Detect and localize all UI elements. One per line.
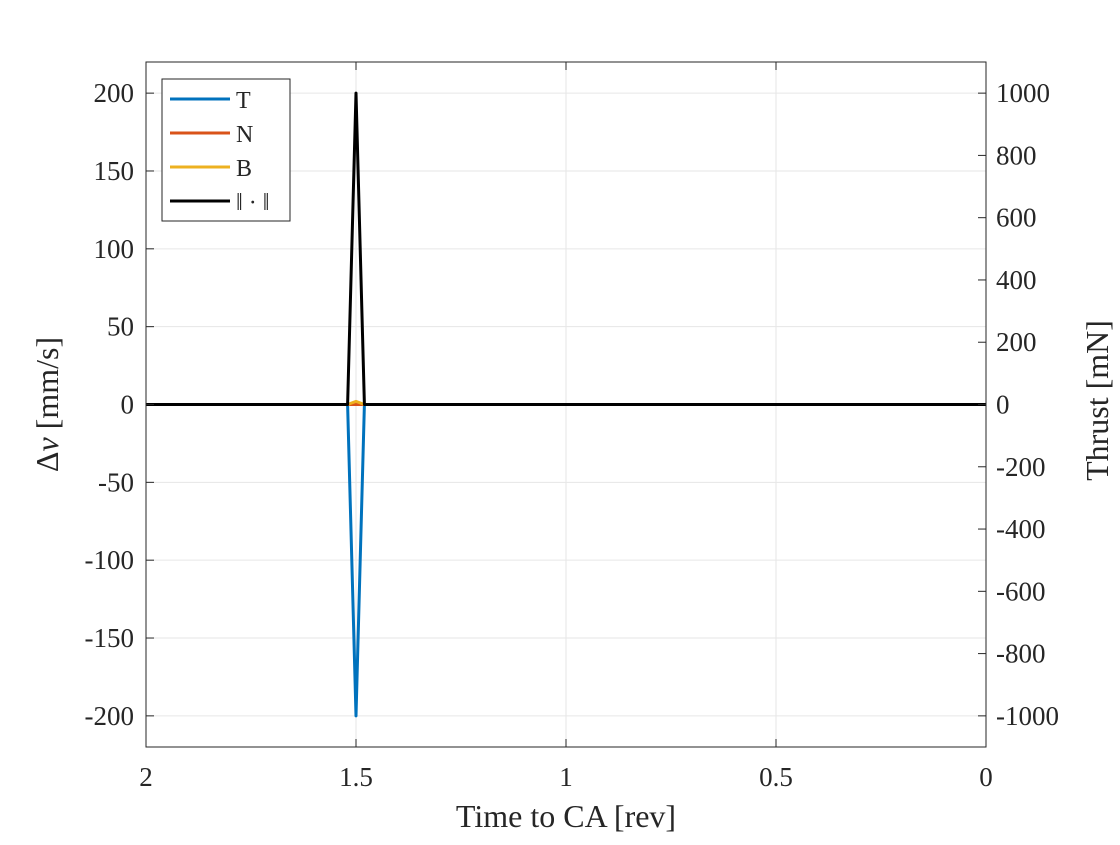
- y-right-tick-label: -1000: [996, 701, 1059, 731]
- x-tick-label: 2: [139, 762, 153, 792]
- y-right-tick-label: 0: [996, 390, 1010, 420]
- y-right-tick-label: -400: [996, 514, 1046, 544]
- plot-series: [146, 91, 986, 718]
- y-right-tick-label: 800: [996, 140, 1037, 170]
- y-right-tick-label: -200: [996, 452, 1046, 482]
- y-axis-right-label: Thrust [mN]: [1079, 320, 1115, 481]
- y-left-tick-label: 50: [107, 312, 134, 342]
- series-line-norm: [146, 91, 986, 406]
- axis-labels: Time to CA [rev] Δv [mm/s] Thrust [mN]: [29, 320, 1115, 834]
- legend-box: [161, 78, 291, 222]
- y-axis-left-label-unit: [mm/s]: [29, 337, 65, 429]
- y-left-tick-label: 150: [94, 156, 135, 186]
- axis-ticks: 2 1.5 1 0.5 0 200 150 100 50 0 -50 -100 -150 -200 1000…: [85, 62, 1059, 792]
- legend: TNB ‖ · ‖: [161, 78, 291, 222]
- legend-label-b: B: [236, 156, 252, 182]
- y-left-tick-label: -100: [85, 545, 135, 575]
- x-tick-label: 1.5: [339, 762, 373, 792]
- y-left-tick-label: 0: [121, 390, 135, 420]
- x-tick-label: 1: [559, 762, 573, 792]
- y-left-tick-label: -150: [85, 623, 135, 653]
- y-axis-left-label-variable: v: [29, 437, 65, 452]
- y-right-tick-label: 1000: [996, 78, 1050, 108]
- x-axis-label: Time to CA [rev]: [456, 798, 676, 834]
- y-axis-left-label: Δv [mm/s]: [29, 337, 65, 472]
- y-axis-left-label-symbol: Δ: [29, 452, 65, 473]
- y-left-tick-label: -50: [98, 467, 134, 497]
- y-left-tick-label: 200: [94, 78, 135, 108]
- legend-label-t: T: [236, 88, 251, 114]
- y-right-tick-label: 200: [996, 327, 1037, 357]
- y-right-tick-label: 600: [996, 203, 1037, 233]
- y-left-tick-label: -200: [85, 701, 135, 731]
- legend-label-n: N: [236, 122, 253, 148]
- y-left-tick-label: 100: [94, 234, 135, 264]
- x-tick-label: 0: [979, 762, 993, 792]
- legend-label-norm: ‖ · ‖: [236, 190, 269, 216]
- y-right-tick-label: 400: [996, 265, 1037, 295]
- x-tick-label: 0.5: [759, 762, 793, 792]
- y-right-tick-label: -800: [996, 639, 1046, 669]
- y-right-tick-label: -600: [996, 576, 1046, 606]
